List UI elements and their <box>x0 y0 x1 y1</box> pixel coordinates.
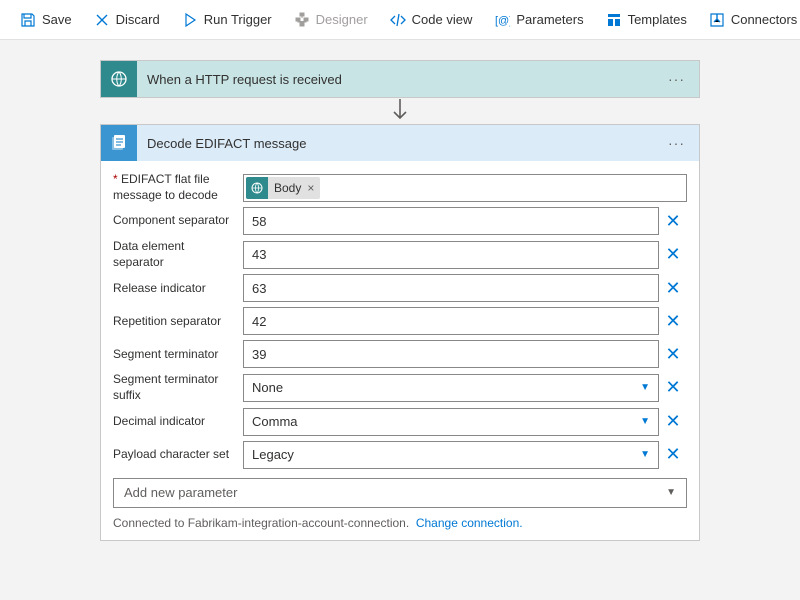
trigger-title: When a HTTP request is received <box>137 72 662 87</box>
body-token-icon <box>246 177 268 199</box>
designer-button: Designer <box>284 6 378 34</box>
seg-term-suffix-clear[interactable]: ✕ <box>659 374 687 402</box>
component-sep-clear[interactable]: ✕ <box>659 207 687 235</box>
field-data-element-separator: Data element separator ✕ <box>113 239 687 270</box>
field-repetition-separator: Repetition separator ✕ <box>113 306 687 336</box>
action-card: Decode EDIFACT message ··· * EDIFACT fla… <box>100 124 700 541</box>
chevron-down-icon: ▼ <box>640 382 650 393</box>
save-label: Save <box>42 12 72 27</box>
run-icon <box>182 12 198 28</box>
repetition-sep-clear[interactable]: ✕ <box>659 307 687 335</box>
trigger-header[interactable]: When a HTTP request is received ··· <box>101 61 699 97</box>
seg-term-suffix-label: Segment terminator suffix <box>113 372 243 403</box>
add-parameter-dropdown[interactable]: Add new parameter ▼ <box>113 478 687 508</box>
add-parameter-label: Add new parameter <box>124 485 237 500</box>
discard-button[interactable]: Discard <box>84 6 170 34</box>
connection-text: Connected to Fabrikam-integration-accoun… <box>113 516 409 530</box>
action-body: * EDIFACT flat file message to decode Bo… <box>101 161 699 540</box>
field-segment-terminator: Segment terminator ✕ <box>113 339 687 369</box>
connection-info: Connected to Fabrikam-integration-accoun… <box>113 516 687 530</box>
parameters-icon: [@] <box>494 12 510 28</box>
body-token-remove[interactable]: × <box>307 181 320 195</box>
designer-icon <box>294 12 310 28</box>
field-message-to-decode: * EDIFACT flat file message to decode Bo… <box>113 172 687 203</box>
chevron-down-icon: ▼ <box>640 416 650 427</box>
action-more-button[interactable]: ··· <box>662 131 691 155</box>
component-sep-label: Component separator <box>113 213 243 229</box>
payload-charset-select[interactable]: Legacy ▼ <box>243 441 659 469</box>
trigger-more-button[interactable]: ··· <box>662 67 691 91</box>
connectors-icon <box>709 12 725 28</box>
seg-term-label: Segment terminator <box>113 347 243 363</box>
designer-label: Designer <box>316 12 368 27</box>
release-ind-clear[interactable]: ✕ <box>659 274 687 302</box>
flow-arrow <box>390 98 410 124</box>
release-ind-input[interactable] <box>243 274 659 302</box>
templates-button[interactable]: Templates <box>596 6 697 34</box>
edifact-icon <box>101 125 137 161</box>
component-sep-input[interactable] <box>243 207 659 235</box>
seg-term-input[interactable] <box>243 340 659 368</box>
change-connection-link[interactable]: Change connection. <box>416 516 523 530</box>
decimal-ind-select[interactable]: Comma ▼ <box>243 408 659 436</box>
release-ind-label: Release indicator <box>113 281 243 297</box>
code-view-label: Code view <box>412 12 473 27</box>
field-release-indicator: Release indicator ✕ <box>113 273 687 303</box>
save-button[interactable]: Save <box>10 6 82 34</box>
decimal-ind-label: Decimal indicator <box>113 414 243 430</box>
seg-term-suffix-select[interactable]: None ▼ <box>243 374 659 402</box>
field-segment-terminator-suffix: Segment terminator suffix None ▼ ✕ <box>113 372 687 403</box>
action-title: Decode EDIFACT message <box>137 136 662 151</box>
designer-canvas: When a HTTP request is received ··· Deco… <box>0 40 800 600</box>
templates-icon <box>606 12 622 28</box>
decimal-ind-clear[interactable]: ✕ <box>659 408 687 436</box>
payload-charset-clear[interactable]: ✕ <box>659 441 687 469</box>
body-token[interactable]: Body × <box>246 177 320 199</box>
connectors-label: Connectors <box>731 12 797 27</box>
code-view-button[interactable]: Code view <box>380 6 483 34</box>
repetition-sep-input[interactable] <box>243 307 659 335</box>
payload-charset-label: Payload character set <box>113 447 243 463</box>
data-elem-sep-clear[interactable]: ✕ <box>659 241 687 269</box>
discard-icon <box>94 12 110 28</box>
field-payload-charset: Payload character set Legacy ▼ ✕ <box>113 440 687 470</box>
discard-label: Discard <box>116 12 160 27</box>
data-elem-sep-input[interactable] <box>243 241 659 269</box>
field-component-separator: Component separator ✕ <box>113 206 687 236</box>
parameters-button[interactable]: [@] Parameters <box>484 6 593 34</box>
data-elem-sep-label: Data element separator <box>113 239 243 270</box>
save-icon <box>20 12 36 28</box>
message-token-field[interactable]: Body × <box>243 174 687 202</box>
message-label: * EDIFACT flat file message to decode <box>113 172 243 203</box>
toolbar: Save Discard Run Trigger Designer Code v… <box>0 0 800 40</box>
required-asterisk: * <box>113 172 121 186</box>
chevron-down-icon: ▼ <box>640 449 650 460</box>
svg-text:[@]: [@] <box>495 15 510 27</box>
seg-term-clear[interactable]: ✕ <box>659 340 687 368</box>
chevron-down-icon: ▼ <box>666 487 676 498</box>
code-icon <box>390 12 406 28</box>
templates-label: Templates <box>628 12 687 27</box>
run-trigger-label: Run Trigger <box>204 12 272 27</box>
trigger-card[interactable]: When a HTTP request is received ··· <box>100 60 700 98</box>
body-token-label: Body <box>268 181 307 195</box>
repetition-sep-label: Repetition separator <box>113 314 243 330</box>
action-header[interactable]: Decode EDIFACT message ··· <box>101 125 699 161</box>
connectors-button[interactable]: Connectors <box>699 6 800 34</box>
parameters-label: Parameters <box>516 12 583 27</box>
http-request-icon <box>101 61 137 97</box>
field-decimal-indicator: Decimal indicator Comma ▼ ✕ <box>113 407 687 437</box>
run-trigger-button[interactable]: Run Trigger <box>172 6 282 34</box>
